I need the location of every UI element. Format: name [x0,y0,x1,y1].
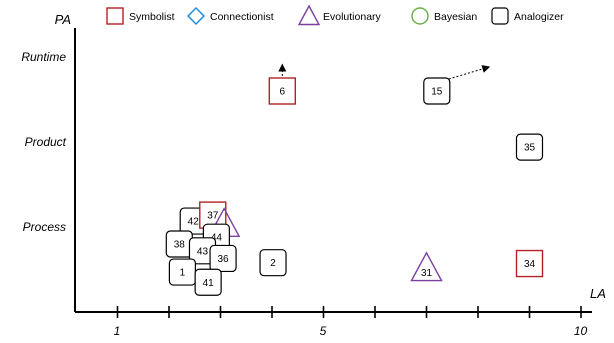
legend-marker-evolutionary [297,4,321,26]
y-axis-label: PA [55,12,71,27]
x-tick-label: 10 [574,324,588,338]
point-label: 35 [524,143,536,154]
point-label: 36 [218,254,230,265]
point-2: 2 [259,249,287,277]
point-35: 35 [515,133,544,161]
point-label: 41 [203,278,215,289]
point-label: 1 [180,268,186,279]
point-label: 43 [197,246,209,257]
point-marker-symbolist [515,249,544,278]
point-marker-evolutionary [410,251,443,282]
x-tick-label: 5 [320,324,327,338]
legend-label: Analogizer [514,11,564,23]
x-axis-label: LA [590,286,606,301]
point-label: 2 [270,258,276,269]
legend-label: Evolutionary [323,11,382,23]
point-label: 42 [188,217,200,228]
point-marker-analogizer [259,249,287,277]
legend-marker-bayesian [411,7,429,25]
point-marker-symbolist [268,77,296,105]
legend: Symbolist Connectionist Evolutionary Bayesi… [106,4,564,26]
point-15: 15 [423,77,451,105]
legend-label: Bayesian [434,11,477,23]
y-category-label: Runtime [21,50,66,64]
point-label: 31 [421,268,433,279]
point-38: 38 [165,230,193,258]
point-marker-analogizer [194,268,222,296]
legend-label: Connectionist [210,11,274,23]
point-marker-analogizer [423,77,451,105]
legend-marker-analogizer [491,7,509,25]
point-marker-analogizer [209,244,237,273]
point-31: 31 [410,251,443,282]
point-label: 44 [211,233,223,244]
x-ticks: 1 5 10 [114,306,588,338]
point-marker-analogizer [515,133,544,161]
legend-entry-symbolist: Symbolist [106,7,175,25]
point-41: 41 [194,268,222,296]
point-label: 37 [207,211,219,222]
arrows [278,63,491,80]
axes: PA LA [55,12,606,313]
point-label: 38 [174,240,186,251]
point-1: 1 [168,258,196,286]
point-34: 34 [515,249,544,278]
x-tick-label: 1 [114,324,121,338]
point-label: 34 [524,259,536,270]
data-points: 615354237404438433614123134 [165,77,544,296]
point-36: 36 [209,244,237,273]
point-6: 6 [268,77,296,105]
legend-entry-evolutionary: Evolutionary [297,4,382,26]
legend-marker-connectionist [186,6,206,26]
legend-label: Symbolist [129,11,175,23]
legend-marker-symbolist [106,7,124,25]
point-label: 6 [280,87,286,98]
legend-entry-analogizer: Analogizer [491,7,564,25]
arrow-from-15 [448,65,491,80]
y-ticks: Process Product Runtime [21,50,66,234]
point-label: 15 [431,87,443,98]
y-category-label: Process [23,220,66,234]
legend-entry-bayesian: Bayesian [411,7,477,25]
legend-entry-connectionist: Connectionist [186,6,274,26]
y-category-label: Product [25,135,67,149]
